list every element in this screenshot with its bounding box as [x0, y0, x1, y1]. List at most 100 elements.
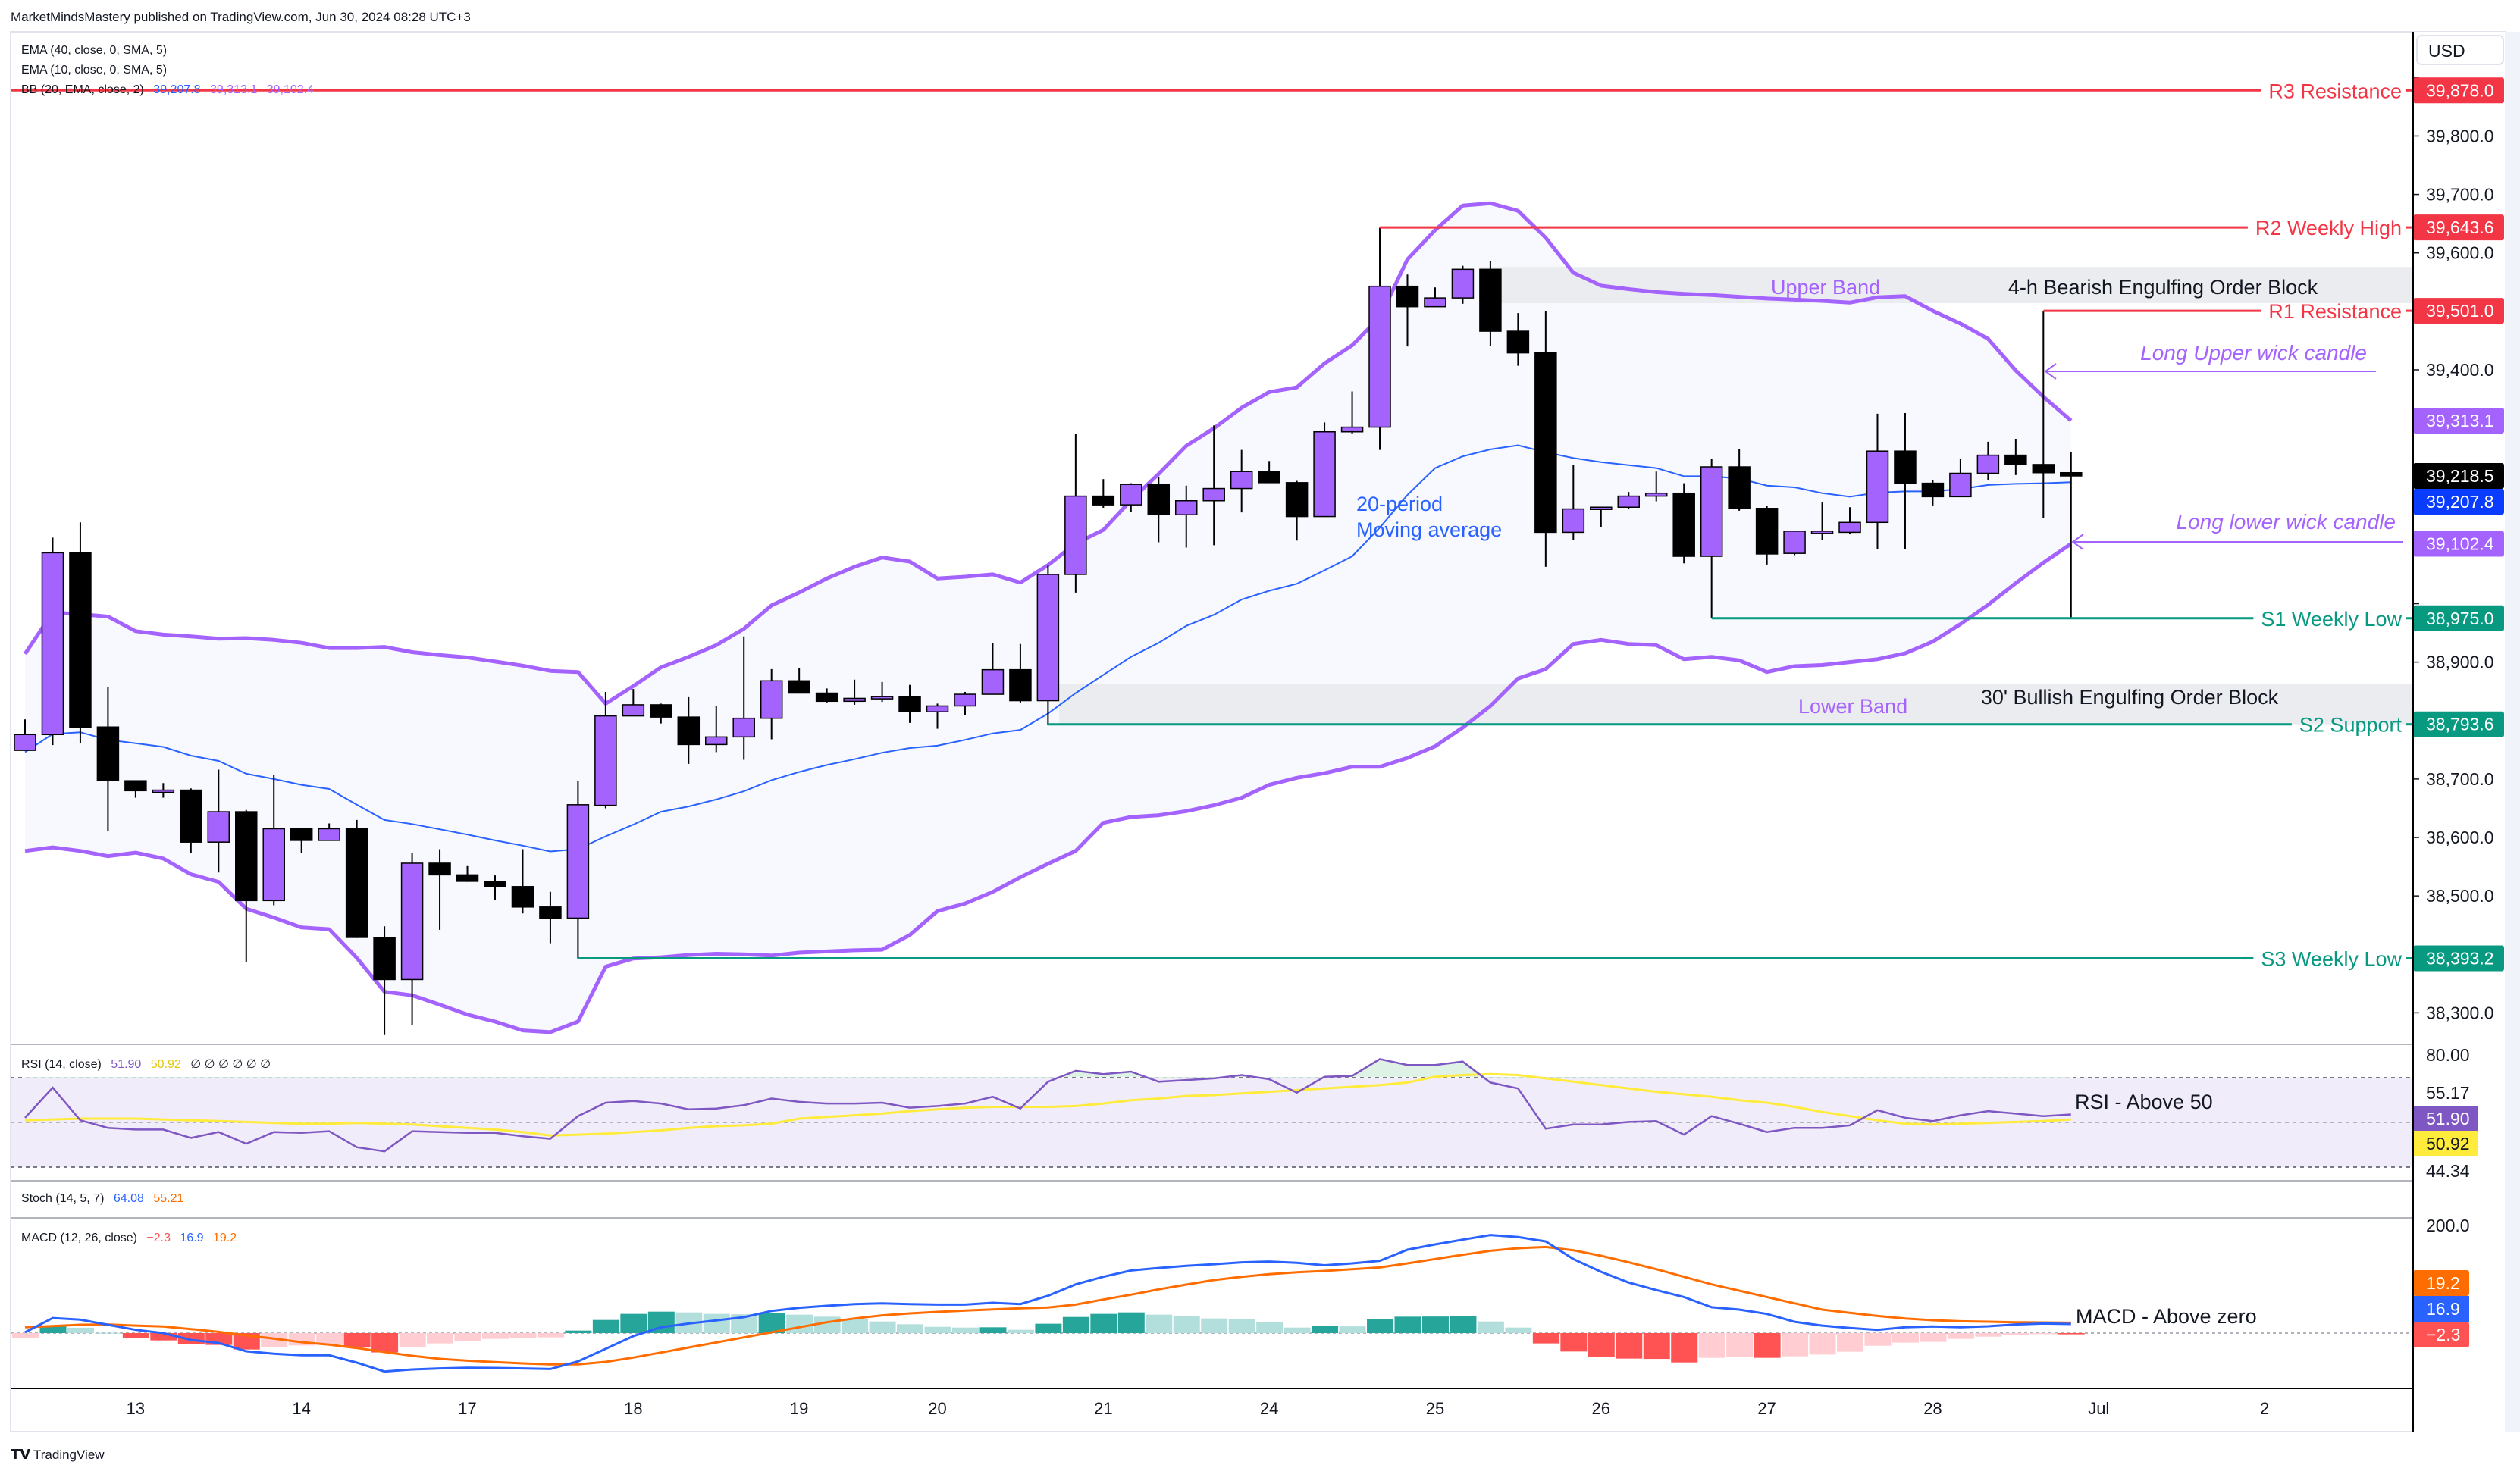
candle[interactable]: [290, 828, 313, 853]
candle[interactable]: [2032, 311, 2055, 518]
candle[interactable]: [1617, 492, 1641, 509]
candle[interactable]: [69, 522, 92, 743]
candle[interactable]: [1147, 477, 1171, 543]
macd-histogram-bar: [454, 1333, 481, 1341]
time-axis-label: 19: [790, 1399, 808, 1418]
price-tag-text: 39,313.1: [2426, 411, 2494, 430]
candle[interactable]: [124, 780, 147, 798]
candle[interactable]: [1396, 274, 1419, 347]
candle[interactable]: [1921, 480, 1945, 506]
candle[interactable]: [484, 875, 506, 900]
candle[interactable]: [152, 783, 175, 798]
candle[interactable]: [788, 668, 810, 694]
candle[interactable]: [1424, 287, 1446, 308]
candle[interactable]: [1230, 449, 1253, 513]
candle[interactable]: [1285, 480, 1309, 541]
candle[interactable]: [318, 823, 340, 841]
candle[interactable]: [1009, 643, 1032, 703]
legend-ema10[interactable]: EMA (10, close, 0, SMA, 5): [21, 64, 167, 77]
candle[interactable]: [345, 819, 368, 938]
candle[interactable]: [1976, 441, 2000, 480]
candle[interactable]: [2004, 438, 2027, 475]
candle[interactable]: [1866, 413, 1889, 549]
candle[interactable]: [235, 809, 258, 962]
candle[interactable]: [456, 865, 479, 882]
candle[interactable]: [954, 691, 976, 715]
main-price-pane[interactable]: R3 Resistance R2 Weekly High R1 Resistance…: [11, 80, 2413, 1035]
candle[interactable]: [815, 688, 838, 703]
candle[interactable]: [1120, 483, 1142, 512]
candle[interactable]: [373, 926, 396, 1035]
stoch-legend[interactable]: Stoch (14, 5, 7) 64.08 55.21: [21, 1192, 183, 1205]
candle[interactable]: [1534, 311, 1557, 567]
candle[interactable]: [1810, 502, 1834, 540]
candle[interactable]: [981, 643, 1005, 695]
candle[interactable]: [262, 775, 285, 906]
candle[interactable]: [96, 687, 120, 831]
candle[interactable]: [1174, 485, 1198, 548]
candle-body-bullish: [1230, 471, 1253, 490]
rsi-pane[interactable]: [11, 1058, 2413, 1168]
candle[interactable]: [594, 691, 617, 809]
candle[interactable]: [1672, 483, 1695, 564]
candle[interactable]: [1202, 425, 1225, 546]
candle[interactable]: [1258, 461, 1280, 484]
candle[interactable]: [1064, 434, 1087, 593]
legend-bb-lower: 39,102.4: [267, 83, 314, 96]
candle[interactable]: [1479, 261, 1502, 346]
candle[interactable]: [1368, 227, 1391, 450]
candle[interactable]: [1562, 465, 1585, 540]
candle[interactable]: [898, 684, 921, 723]
currency-button[interactable]: [2416, 35, 2504, 65]
candle[interactable]: [2060, 451, 2083, 618]
macd-pane[interactable]: [11, 1234, 2413, 1373]
candle[interactable]: [622, 689, 645, 717]
macd-legend[interactable]: MACD (12, 26, close) −2.3 16.9 19.2: [21, 1232, 237, 1244]
candle[interactable]: [1590, 506, 1613, 527]
candle[interactable]: [843, 679, 866, 705]
legend-bb[interactable]: BB (20, EMA, close, 2) 39,207.8 39,313.1…: [21, 83, 314, 96]
candle[interactable]: [1783, 531, 1806, 556]
candle[interactable]: [926, 703, 949, 729]
time-axis[interactable]: 13 14 17 18 19 20 21 24 25 26 27 28 Jul 2: [127, 1399, 2270, 1418]
macd-histogram-bar: [427, 1333, 454, 1344]
candle-body-bearish: [650, 704, 672, 718]
candle[interactable]: [539, 891, 562, 944]
rsi-legend[interactable]: RSI (14, close) 51.90 50.92 ∅ ∅ ∅ ∅ ∅ ∅: [21, 1058, 271, 1071]
tradingview-logo[interactable]: TV TradingView: [11, 1447, 105, 1463]
candle[interactable]: [760, 668, 783, 740]
candle[interactable]: [677, 696, 701, 764]
candle[interactable]: [428, 849, 451, 930]
candle[interactable]: [511, 849, 534, 914]
candle[interactable]: [1755, 506, 1779, 565]
candle[interactable]: [1340, 391, 1364, 434]
candle[interactable]: [705, 706, 728, 753]
candle[interactable]: [1644, 471, 1668, 502]
candle[interactable]: [870, 681, 894, 703]
candle[interactable]: [1894, 413, 1917, 549]
candle[interactable]: [1838, 507, 1861, 534]
candle[interactable]: [1092, 479, 1115, 509]
candle[interactable]: [732, 636, 755, 760]
candle[interactable]: [207, 769, 230, 873]
candle[interactable]: [1451, 265, 1475, 304]
candle[interactable]: [650, 703, 672, 724]
legend-ema40[interactable]: EMA (40, close, 0, SMA, 5): [21, 44, 167, 57]
candle[interactable]: [1313, 422, 1336, 518]
candle[interactable]: [14, 719, 36, 751]
candle[interactable]: [566, 781, 590, 959]
candle[interactable]: [400, 853, 424, 1025]
candle[interactable]: [1036, 565, 1060, 725]
candle[interactable]: [180, 788, 202, 853]
price-axis[interactable]: 39,800.0 39,700.0 39,600.0 39,400.0 38,900.0…: [2413, 32, 2505, 1432]
candle-body-bullish: [1313, 430, 1336, 518]
candle-body-bullish: [1810, 531, 1834, 534]
candle[interactable]: [1949, 459, 1972, 498]
candle[interactable]: [1728, 449, 1751, 511]
rsi-tick-lower: 44.34: [2426, 1161, 2470, 1181]
candle-body-bearish: [677, 716, 701, 746]
candle[interactable]: [1506, 313, 1530, 366]
candle[interactable]: [1700, 459, 1723, 618]
candle[interactable]: [41, 537, 64, 746]
